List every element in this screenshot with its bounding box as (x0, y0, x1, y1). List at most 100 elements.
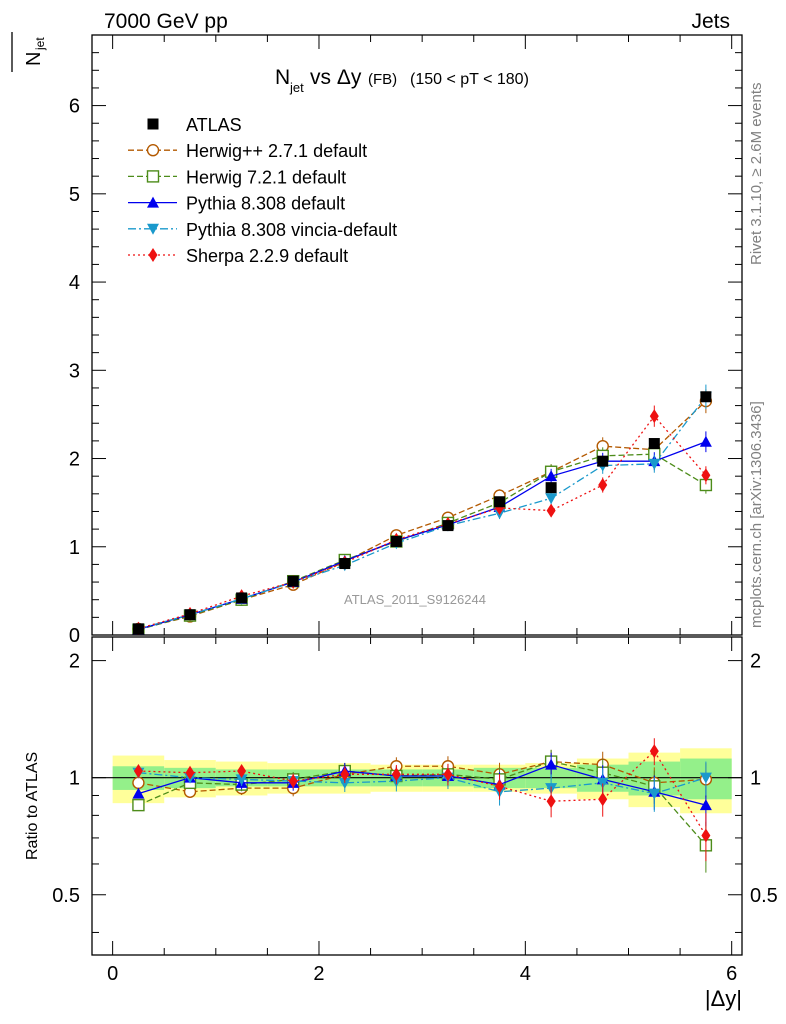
series-point-ratio (699, 772, 712, 784)
series-point-main (546, 503, 556, 518)
energy-label: 7000 GeV pp (104, 10, 228, 33)
series-line-ratio (138, 763, 707, 806)
y-tick-label-ratio-right: 2 (750, 651, 761, 673)
main-y-label-sub: jet (33, 37, 47, 51)
y-tick-label-main: 3 (69, 360, 80, 382)
x-tick-label: 4 (520, 963, 531, 985)
series-point-main (699, 435, 712, 447)
series-point-ratio (288, 774, 298, 789)
atlas-data-point (287, 575, 299, 587)
y-tick-label-main: 1 (69, 537, 80, 559)
legend-marker (146, 143, 160, 157)
atlas-data-point (132, 623, 144, 635)
series-point-main (545, 493, 558, 505)
y-tick-label-ratio: 0.5 (52, 885, 80, 907)
x-axis-label: |Δy| (705, 986, 742, 1011)
legend-marker (147, 118, 159, 130)
plot-title: N jet vs Δy (FB) (150 < pT < 180) (275, 66, 529, 95)
y-tick-label-ratio: 2 (69, 651, 80, 673)
series-point-ratio (132, 787, 145, 799)
jets-label: Jets (691, 10, 730, 33)
x-tick-label: 6 (726, 963, 737, 985)
atlas-data-point (700, 391, 712, 403)
y-tick-label-main: 4 (69, 272, 80, 294)
y-tick-label-ratio: 1 (69, 768, 80, 790)
series-point-ratio (338, 777, 351, 789)
series-line-ratio (138, 772, 707, 795)
title-main: N (275, 66, 290, 89)
series-point-ratio (132, 798, 145, 812)
y-tick-label-main: 0 (69, 625, 80, 647)
atlas-data-point (236, 592, 248, 604)
atlas-data-point (494, 496, 506, 508)
series-point-ratio (237, 764, 247, 779)
x-tick-label: 0 (107, 963, 118, 985)
series-point-ratio (340, 767, 350, 782)
series-point-ratio (649, 744, 659, 759)
series-point-ratio (546, 794, 556, 809)
title-cut: (150 < pT < 180) (410, 71, 529, 88)
legend-label: Herwig 7.2.1 default (186, 167, 346, 187)
series-line-main (138, 415, 707, 630)
rivet-side-label: Rivet 3.1.10, ≥ 2.6M events (748, 83, 765, 266)
series-line-ratio (138, 760, 707, 846)
ratio-panel-series (132, 738, 713, 873)
atlas-data-point (442, 520, 454, 532)
series-point-ratio (596, 777, 609, 789)
y-tick-label-main: 6 (69, 96, 80, 118)
main-panel-series (132, 384, 713, 635)
legend-label: Pythia 8.308 vincia-default (186, 220, 397, 240)
axis-tick-labels: 0 2 4 6 0 1 2 3 4 5 6 0.5 0.5 1 1 2 2 (52, 96, 778, 985)
main-y-label-text: N (23, 52, 45, 66)
series-point-ratio (133, 764, 143, 779)
series-line-main (138, 400, 707, 630)
series-point-ratio (443, 767, 453, 782)
series-point-ratio (701, 828, 711, 843)
title-rest: vs Δy (310, 66, 362, 89)
series-point-ratio (545, 758, 558, 770)
series-line-ratio (138, 760, 706, 793)
legend-label: Herwig++ 2.7.1 default (186, 141, 367, 161)
series-point-main (598, 478, 608, 492)
y-tick-label-main: 5 (69, 184, 80, 206)
legend-label: Sherpa 2.2.9 default (186, 246, 348, 266)
x-tick-label: 2 (313, 963, 324, 985)
series-point-main (545, 470, 558, 482)
atlas-data-point (184, 609, 196, 621)
axis-ticks (92, 34, 742, 955)
series-point-ratio (235, 774, 248, 786)
legend-label: ATLAS (186, 115, 242, 135)
mcplots-side-label: mcplots.cern.ch [arXiv:1306.3436] (748, 401, 765, 628)
series-point-main (649, 409, 659, 424)
legend-marker (147, 196, 159, 208)
legend: ATLAS Herwig++ 2.7.1 default Herwig 7.2.1 … (128, 115, 397, 266)
series-point-ratio (699, 799, 712, 811)
series-point-main (701, 468, 711, 483)
title-small: (FB) (368, 71, 397, 88)
y-tick-label-main: 2 (69, 449, 80, 471)
legend-label: Pythia 8.308 default (186, 194, 345, 214)
series-point-ratio (648, 788, 661, 800)
series-point-ratio (598, 792, 608, 807)
y-tick-label-ratio-right: 0.5 (750, 885, 778, 907)
series-point-ratio (185, 765, 195, 780)
y-tick-label-ratio-right: 1 (750, 768, 761, 790)
atlas-data-point (545, 482, 557, 494)
legend-marker (148, 248, 158, 262)
ratio-panel-frame (91, 636, 743, 956)
atlas-data-point (597, 455, 609, 467)
series-point-ratio (495, 779, 505, 794)
ratio-y-axis-label: Ratio to ATLAS (24, 752, 41, 860)
legend-marker (147, 223, 159, 235)
atlas-data-point (339, 558, 351, 570)
title-sub: jet (289, 80, 304, 95)
legend-marker (146, 170, 160, 183)
atlas-data-point (390, 535, 402, 547)
series-line-main (138, 396, 707, 630)
series-point-main (648, 458, 661, 470)
atlas-data-point (648, 438, 660, 450)
series-point-ratio (132, 776, 145, 790)
main-y-axis-label: N jet (23, 37, 47, 66)
